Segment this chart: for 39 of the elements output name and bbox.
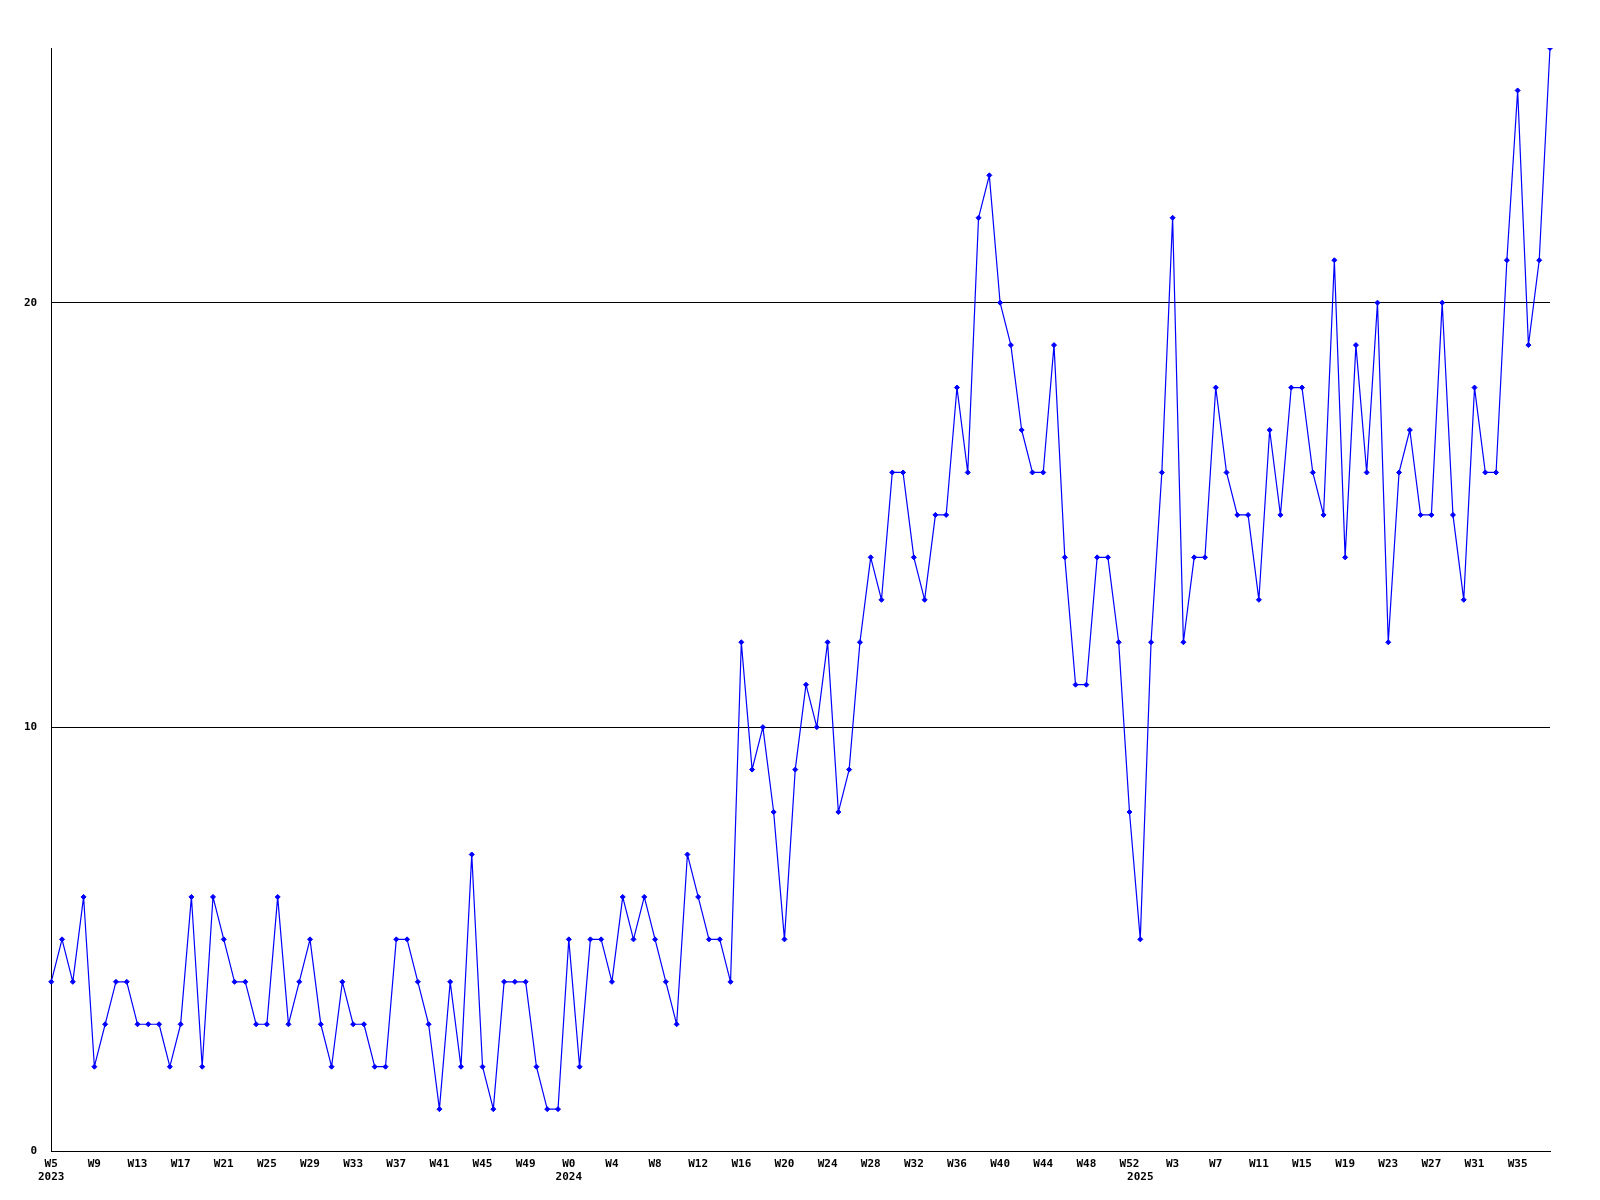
x-tick-label: W15: [1292, 1157, 1312, 1171]
x-tick-label: W45: [472, 1157, 493, 1171]
x-tick-label: W48: [1076, 1157, 1097, 1171]
x-tick-label: W35: [1507, 1157, 1528, 1171]
x-tick-label: W3: [1165, 1157, 1180, 1171]
x-tick-label: W5 2023: [38, 1157, 65, 1184]
x-tick-label: W4: [605, 1157, 619, 1171]
x-tick-label: W9: [87, 1157, 101, 1171]
x-tick-label: W20: [774, 1157, 795, 1171]
x-tick-label: W27: [1421, 1157, 1442, 1171]
x-tick-label: W12: [688, 1157, 709, 1171]
x-tick-label: W33: [343, 1157, 364, 1171]
x-tick-label: W24: [817, 1157, 838, 1171]
x-tick-label: W0 2024: [555, 1157, 583, 1184]
x-tick-label: W19: [1335, 1157, 1356, 1171]
x-tick-label: W13: [127, 1157, 148, 1171]
x-tick-label: W29: [300, 1157, 320, 1171]
x-tick-label: W32: [903, 1157, 924, 1171]
x-tick-label: W11: [1248, 1157, 1270, 1171]
x-tick-label: W23: [1378, 1157, 1399, 1171]
x-tick-label: W7: [1209, 1157, 1223, 1171]
x-tick-label: W40: [990, 1157, 1011, 1171]
x-tick-label: W16: [731, 1157, 752, 1171]
x-tick-label: W17: [170, 1157, 191, 1171]
x-tick-label: W49: [515, 1157, 536, 1171]
x-tick-label: W41: [429, 1157, 450, 1171]
x-tick-label: W8: [648, 1157, 662, 1171]
y-tick-label: 0: [30, 1144, 38, 1158]
y-tick-label: 20: [24, 295, 38, 309]
x-tick-label: W52: [1119, 1157, 1140, 1171]
y-tick-label: 10: [24, 720, 38, 733]
x-tick-label: W37: [386, 1157, 407, 1171]
x-tick-label: W25: [256, 1157, 277, 1171]
x-tick-label: W21: [213, 1157, 235, 1171]
x-tick-label: W36: [947, 1157, 968, 1171]
x-tick-label: W44: [1033, 1157, 1054, 1171]
x-tick-label: W31: [1464, 1157, 1485, 1171]
x-tick-label: 2025: [1127, 1170, 1154, 1184]
x-tick-label: W28: [860, 1157, 881, 1171]
